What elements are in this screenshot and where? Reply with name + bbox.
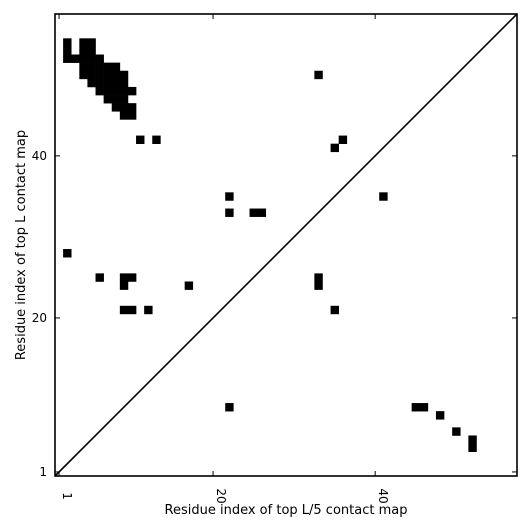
contact-cell-top-l5 — [468, 443, 477, 452]
contact-cell-top-l — [103, 62, 113, 72]
contact-cell-top-l — [338, 135, 348, 144]
contact-cell-top-l — [111, 86, 121, 96]
contact-cell-top-l — [127, 86, 137, 96]
contact-cell-top-l — [79, 70, 88, 80]
contact-cell-top-l — [314, 70, 323, 80]
contact-cell-top-l — [63, 46, 72, 55]
contact-cell-top-l5 — [411, 403, 421, 412]
contact-cell-top-l — [103, 78, 113, 88]
diagonal-line — [54, 13, 518, 477]
contact-cell-top-l5 — [184, 281, 194, 290]
plot-frame — [54, 13, 518, 477]
y-axis-label: Residue index of top L contact map — [14, 130, 29, 360]
contact-cell-top-l5 — [452, 427, 461, 436]
contact-cell-top-l5 — [468, 435, 477, 444]
y-tick-label: 40 — [32, 149, 47, 163]
contact-cell-top-l — [87, 62, 96, 72]
x-axis-label: Residue index of top L/5 contact map — [165, 503, 408, 518]
contact-cell-top-l — [330, 143, 339, 153]
axis-ticks: 1 20 40 1 20 40 — [32, 14, 517, 504]
contact-cell-top-l — [87, 38, 96, 47]
contact-cell-top-l — [87, 46, 96, 55]
contact-cell-top-l — [87, 70, 96, 80]
contact-cell-top-l — [119, 95, 129, 104]
contact-cell-top-l — [119, 86, 129, 96]
contact-cell-top-l — [95, 54, 104, 63]
contact-cell-top-l5 — [225, 403, 234, 412]
contact-cell-top-l — [136, 135, 145, 144]
contact-cell-top-l5 — [119, 305, 129, 315]
contact-cell-top-l — [79, 54, 88, 63]
contact-cell-top-l — [225, 208, 234, 217]
contact-cell-top-l — [119, 103, 129, 112]
contact-cell-top-l5 — [314, 281, 323, 290]
contact-cell-top-l — [111, 62, 121, 72]
y-tick-label: 1 — [39, 465, 47, 479]
x-tick-label: 1 — [60, 492, 74, 500]
x-tick-label: 20 — [214, 488, 228, 503]
contact-cell-top-l — [103, 86, 113, 96]
contact-cell-top-l — [79, 46, 88, 55]
contact-cell-top-l — [111, 103, 121, 112]
contact-cell-top-l5 — [63, 249, 72, 258]
contact-cell-top-l — [249, 208, 258, 217]
contact-cell-top-l5 — [435, 411, 445, 420]
contact-cell-top-l — [111, 70, 121, 80]
y-tick-label: 20 — [32, 311, 47, 325]
contact-cell-top-l5 — [314, 273, 323, 282]
contact-cell-top-l — [119, 111, 129, 120]
contact-cell-top-l5 — [144, 305, 153, 315]
contact-cell-top-l — [379, 192, 388, 201]
contact-cell-top-l — [152, 135, 161, 144]
contact-cell-top-l — [87, 54, 96, 63]
contact-cell-top-l — [127, 103, 137, 112]
contact-cell-top-l — [119, 70, 129, 80]
contact-cell-top-l5 — [419, 403, 429, 412]
contact-cell-top-l — [103, 70, 113, 80]
contact-cell-top-l — [79, 62, 88, 72]
contact-cell-top-l5 — [95, 273, 104, 282]
contact-cells — [63, 38, 477, 452]
contact-cell-top-l — [95, 70, 104, 80]
x-tick-label: 40 — [376, 488, 390, 503]
contact-cell-top-l — [119, 78, 129, 88]
contact-cell-top-l — [111, 78, 121, 88]
contact-cell-top-l — [103, 95, 113, 104]
contact-cell-top-l — [127, 111, 137, 120]
contact-cell-top-l — [71, 54, 80, 63]
contact-cell-top-l — [63, 38, 72, 47]
contact-cell-top-l — [63, 54, 72, 63]
contact-cell-top-l5 — [119, 281, 129, 290]
contact-cell-top-l5 — [330, 305, 339, 315]
contact-cell-top-l — [95, 78, 104, 88]
contact-cell-top-l5 — [127, 273, 137, 282]
contact-cell-top-l — [95, 86, 104, 96]
contact-cell-top-l — [111, 95, 121, 104]
contact-cell-top-l — [225, 192, 234, 201]
contact-cell-top-l — [257, 208, 267, 217]
contact-cell-top-l5 — [127, 305, 137, 315]
contact-cell-top-l — [87, 78, 96, 88]
contact-cell-top-l — [95, 62, 104, 72]
contact-cell-top-l — [79, 38, 88, 47]
contact-cell-top-l5 — [119, 273, 129, 282]
